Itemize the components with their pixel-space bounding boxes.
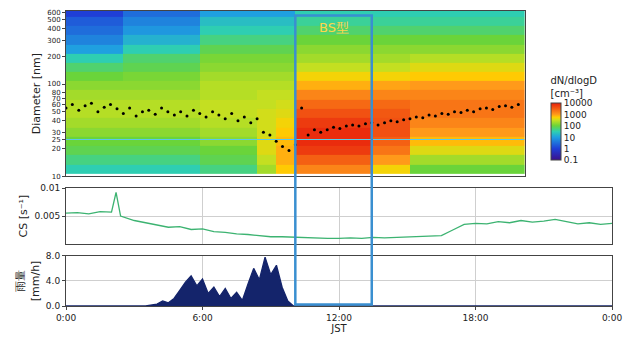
svg-text:25: 25 bbox=[52, 136, 61, 144]
svg-text:400: 400 bbox=[47, 25, 60, 33]
svg-text:18:00: 18:00 bbox=[463, 313, 489, 323]
svg-text:0.1: 0.1 bbox=[564, 155, 578, 165]
svg-text:BS型: BS型 bbox=[319, 20, 349, 35]
svg-text:1: 1 bbox=[564, 144, 570, 154]
svg-text:20: 20 bbox=[52, 145, 61, 153]
svg-text:70: 70 bbox=[52, 95, 61, 103]
svg-text:40: 40 bbox=[52, 117, 61, 125]
svg-text:60: 60 bbox=[52, 101, 61, 109]
svg-text:30: 30 bbox=[52, 129, 61, 137]
svg-text:10000: 10000 bbox=[564, 98, 593, 108]
svg-text:6:00: 6:00 bbox=[192, 313, 212, 323]
svg-text:500: 500 bbox=[47, 16, 60, 24]
svg-text:300: 300 bbox=[47, 37, 60, 45]
svg-text:CS [s⁻¹]: CS [s⁻¹] bbox=[17, 195, 30, 238]
svg-text:8.0: 8.0 bbox=[46, 251, 61, 261]
svg-text:100: 100 bbox=[564, 121, 581, 131]
svg-text:200: 200 bbox=[47, 53, 60, 61]
svg-text:100: 100 bbox=[47, 80, 60, 88]
svg-text:0:00: 0:00 bbox=[56, 313, 76, 323]
svg-text:600: 600 bbox=[47, 9, 60, 17]
svg-text:10: 10 bbox=[52, 173, 61, 181]
svg-text:1000: 1000 bbox=[564, 110, 587, 120]
svg-text:50: 50 bbox=[52, 108, 61, 116]
svg-text:Diameter [nm]: Diameter [nm] bbox=[30, 53, 43, 134]
svg-text:0.01: 0.01 bbox=[40, 183, 60, 193]
svg-text:80: 80 bbox=[52, 89, 61, 97]
svg-text:JST: JST bbox=[330, 323, 347, 334]
svg-text:0:00: 0:00 bbox=[602, 313, 622, 323]
svg-text:10: 10 bbox=[564, 133, 576, 143]
svg-text:4.0: 4.0 bbox=[46, 276, 61, 286]
svg-text:0.0: 0.0 bbox=[46, 301, 61, 311]
svg-text:dN/dlogD[cm⁻³]: dN/dlogD[cm⁻³] bbox=[551, 75, 598, 99]
svg-text:0.005: 0.005 bbox=[34, 211, 60, 221]
svg-text:12:00: 12:00 bbox=[326, 313, 352, 323]
svg-text:雨量[mm/h]: 雨量[mm/h] bbox=[14, 261, 41, 302]
